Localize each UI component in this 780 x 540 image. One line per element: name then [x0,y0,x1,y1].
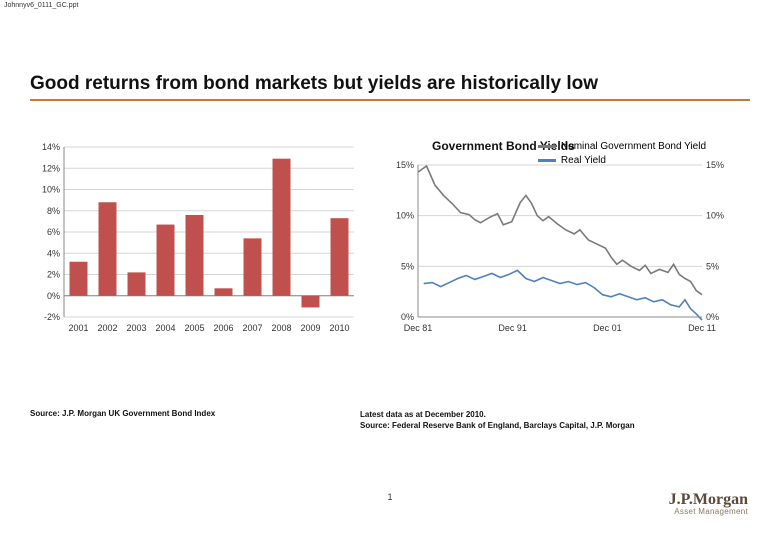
line-chart-source: Latest data as at December 2010. Source:… [360,409,750,431]
svg-text:14%: 14% [42,142,60,152]
logo-main: J.P.Morgan [669,492,748,508]
slide-content: Good returns from bond markets but yield… [0,0,780,540]
line-chart: Government Bond Yields Nominal Governmen… [384,139,750,339]
legend-swatch-nominal [538,145,556,148]
svg-text:10%: 10% [706,211,724,221]
svg-text:0%: 0% [401,312,414,322]
svg-text:2003: 2003 [126,323,146,333]
bar-chart: -2% 0% 2% 4% 6% 8% 10% 12% 14% 2001 2002 2003 2004 20… [30,139,360,339]
svg-text:0%: 0% [706,312,719,322]
svg-text:Dec 01: Dec 01 [593,323,622,333]
charts-row: -2% 0% 2% 4% 6% 8% 10% 12% 14% 2001 2002 2003 2004 20… [30,139,750,339]
line-chart-svg: 0% 0% 5% 5% 10% 10% 15% 15% Dec 81 Dec 91 Dec 01 De… [384,159,736,339]
sources-row: Source: J.P. Morgan UK Government Bond I… [30,409,750,431]
slide-title: Good returns from bond markets but yield… [30,73,750,95]
svg-text:2005: 2005 [184,323,204,333]
logo-sub: Asset Management [669,508,748,516]
svg-text:12%: 12% [42,163,60,173]
legend-label-real: Real Yield [561,155,606,166]
svg-text:10%: 10% [396,211,414,221]
svg-text:2004: 2004 [155,323,175,333]
svg-text:4%: 4% [47,248,60,258]
svg-text:10%: 10% [42,185,60,195]
bar-chart-svg: -2% 0% 2% 4% 6% 8% 10% 12% 14% 2001 2002 2003 2004 20… [30,139,360,339]
svg-text:-2%: -2% [44,312,60,322]
legend-item-real: Real Yield [538,155,706,166]
bar-chart-source: Source: J.P. Morgan UK Government Bond I… [30,409,360,431]
file-path-label: Johnnyv6_0111_GC.ppt [4,2,78,9]
legend: Nominal Government Bond Yield Real Yield [538,141,706,169]
legend-swatch-real [538,159,556,162]
source-latest-data: Latest data as at December 2010. [360,409,750,420]
svg-text:2010: 2010 [329,323,349,333]
page-number: 1 [387,492,392,502]
svg-text:5%: 5% [706,261,719,271]
svg-text:2002: 2002 [97,323,117,333]
legend-label-nominal: Nominal Government Bond Yield [561,141,706,152]
svg-text:8%: 8% [47,206,60,216]
legend-item-nominal: Nominal Government Bond Yield [538,141,706,152]
svg-text:2007: 2007 [242,323,262,333]
svg-text:6%: 6% [47,227,60,237]
svg-text:Dec 91: Dec 91 [498,323,527,333]
svg-text:Dec 81: Dec 81 [404,323,433,333]
svg-text:2001: 2001 [68,323,88,333]
svg-text:2008: 2008 [271,323,291,333]
svg-text:5%: 5% [401,261,414,271]
svg-text:15%: 15% [396,160,414,170]
title-bar: Good returns from bond markets but yield… [30,73,750,101]
svg-text:15%: 15% [706,160,724,170]
svg-text:2009: 2009 [300,323,320,333]
svg-text:0%: 0% [47,291,60,301]
svg-text:2%: 2% [47,270,60,280]
svg-text:2006: 2006 [213,323,233,333]
svg-text:Dec 11: Dec 11 [688,323,716,333]
source-attribution: Source: Federal Reserve Bank of England,… [360,420,750,431]
logo: J.P.Morgan Asset Management [669,492,748,516]
